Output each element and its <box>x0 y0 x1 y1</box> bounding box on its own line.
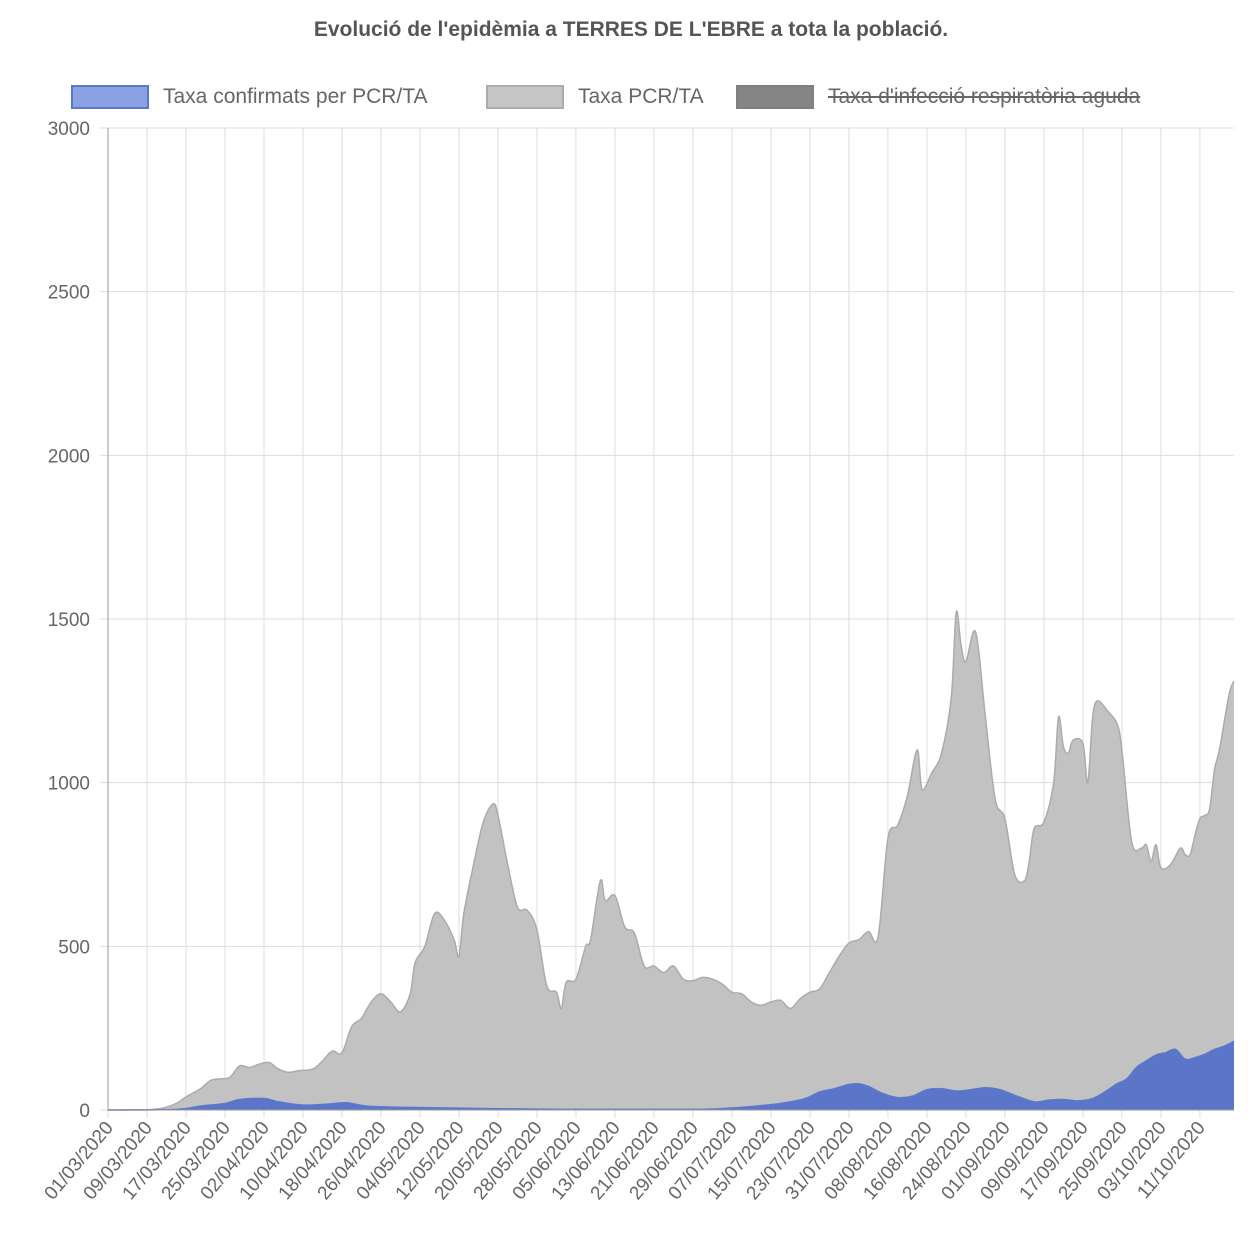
series-area-1 <box>108 611 1234 1110</box>
y-tick-label: 0 <box>79 1101 90 1122</box>
legend-swatch-pcr <box>486 85 564 109</box>
y-tick-label: 3000 <box>48 119 90 140</box>
series-line-1 <box>108 610 1235 1111</box>
series-area-0 <box>108 1041 1234 1110</box>
y-tick-label: 2500 <box>48 283 90 304</box>
y-tick-label: 1500 <box>48 610 90 631</box>
legend-swatch-confirmats <box>71 85 149 109</box>
y-tick-label: 500 <box>58 937 90 958</box>
legend: Taxa confirmats per PCR/TA Taxa PCR/TA T… <box>0 82 1258 112</box>
legend-item-confirmats[interactable]: Taxa confirmats per PCR/TA <box>71 82 428 112</box>
legend-item-pcr[interactable]: Taxa PCR/TA <box>486 82 704 112</box>
legend-label-confirmats: Taxa confirmats per PCR/TA <box>163 85 428 108</box>
legend-item-ira[interactable]: Taxa d'infecció respiratòria aguda <box>736 82 1140 112</box>
legend-swatch-ira <box>736 85 814 109</box>
y-tick-label: 1000 <box>48 774 90 795</box>
series-line-0 <box>107 1040 1235 1111</box>
legend-label-pcr: Taxa PCR/TA <box>578 85 704 108</box>
legend-label-ira: Taxa d'infecció respiratòria aguda <box>828 85 1141 108</box>
chart-title: Evolució de l'epidèmia a TERRES DE L'EBR… <box>313 18 949 41</box>
y-tick-label: 2000 <box>48 446 90 467</box>
